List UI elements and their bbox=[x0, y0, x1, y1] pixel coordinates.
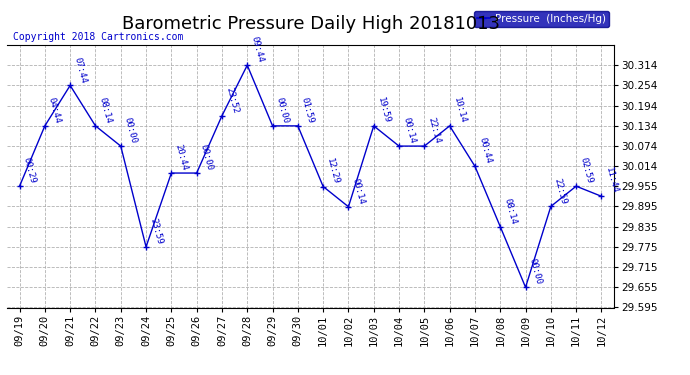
Text: 01:59: 01:59 bbox=[300, 96, 315, 124]
Text: 00:00: 00:00 bbox=[275, 96, 290, 124]
Text: 22:14: 22:14 bbox=[426, 117, 442, 145]
Text: 20:44: 20:44 bbox=[173, 143, 189, 172]
Text: 00:44: 00:44 bbox=[477, 136, 493, 165]
Text: 02:59: 02:59 bbox=[578, 156, 594, 185]
Text: 00:14: 00:14 bbox=[351, 177, 366, 206]
Text: 04:44: 04:44 bbox=[47, 96, 63, 124]
Text: 07:44: 07:44 bbox=[72, 56, 88, 84]
Text: 22:59: 22:59 bbox=[553, 177, 569, 205]
Text: 10:14: 10:14 bbox=[452, 96, 467, 124]
Text: 00:14: 00:14 bbox=[401, 117, 417, 145]
Text: 00:00: 00:00 bbox=[199, 143, 215, 172]
Text: 00:00: 00:00 bbox=[123, 117, 139, 145]
Text: 23:52: 23:52 bbox=[224, 86, 239, 114]
Text: 08:14: 08:14 bbox=[97, 96, 113, 124]
Text: Copyright 2018 Cartronics.com: Copyright 2018 Cartronics.com bbox=[13, 32, 184, 42]
Text: 00:00: 00:00 bbox=[528, 258, 543, 286]
Text: Barometric Pressure Daily High 20181013: Barometric Pressure Daily High 20181013 bbox=[121, 15, 500, 33]
Text: 12:29: 12:29 bbox=[325, 157, 341, 185]
Text: 09:44: 09:44 bbox=[249, 36, 265, 64]
Legend: Pressure  (Inches/Hg): Pressure (Inches/Hg) bbox=[474, 11, 609, 27]
Text: 11:44: 11:44 bbox=[604, 166, 619, 195]
Text: 23:59: 23:59 bbox=[148, 217, 164, 246]
Text: 00:29: 00:29 bbox=[21, 156, 37, 185]
Text: 19:59: 19:59 bbox=[376, 96, 391, 124]
Text: 08:14: 08:14 bbox=[502, 197, 518, 225]
